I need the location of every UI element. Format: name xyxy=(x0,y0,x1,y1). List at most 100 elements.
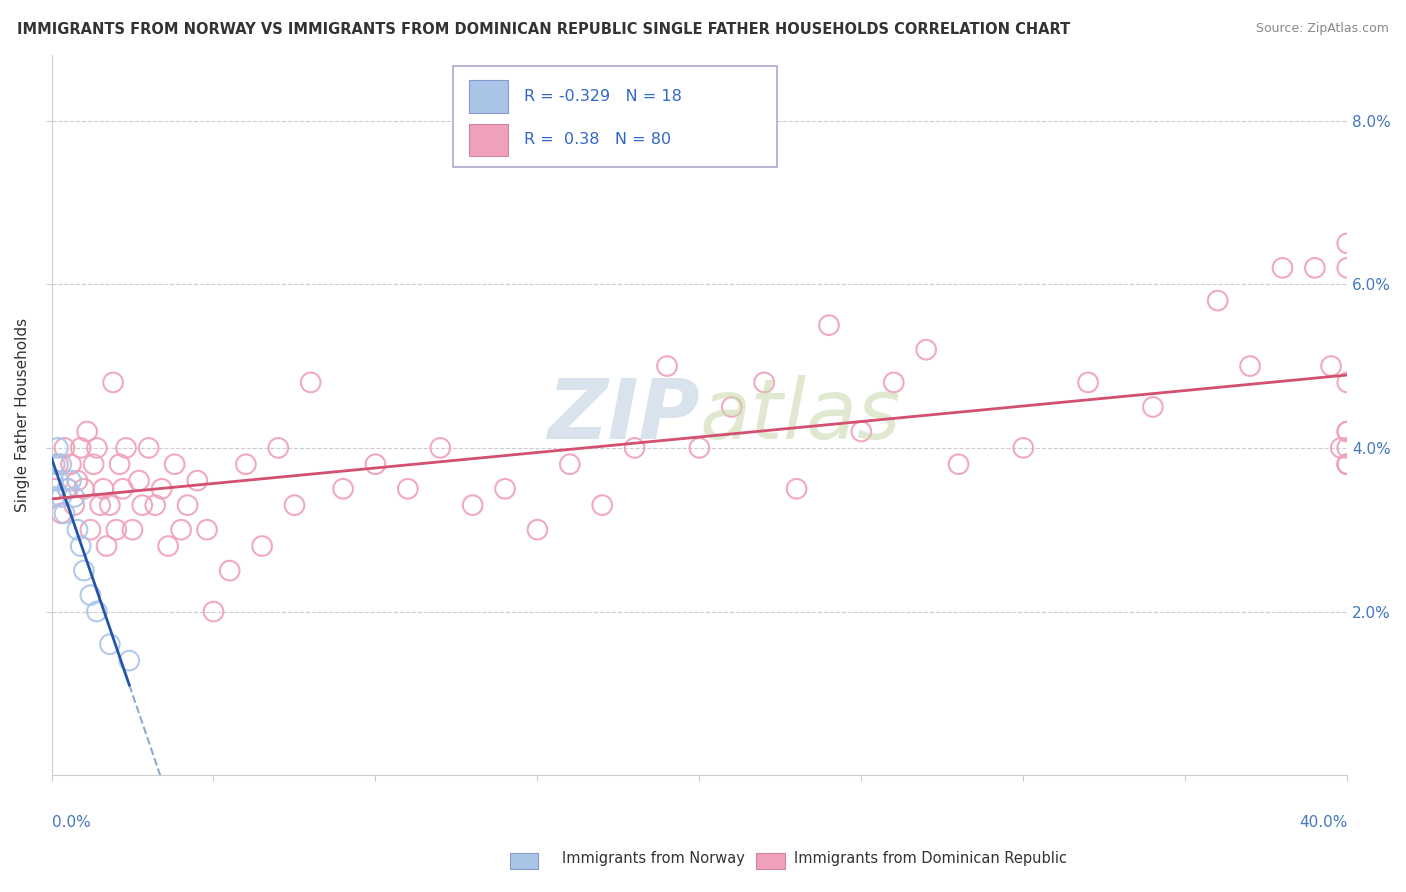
Text: ZIP: ZIP xyxy=(547,375,699,456)
Point xyxy=(364,457,387,471)
Point xyxy=(235,457,257,471)
Point xyxy=(1336,457,1358,471)
Point xyxy=(1336,457,1358,471)
Point xyxy=(186,474,208,488)
Point xyxy=(51,506,73,520)
Point xyxy=(218,564,240,578)
Point xyxy=(56,482,79,496)
Point xyxy=(332,482,354,496)
Text: R = -0.329   N = 18: R = -0.329 N = 18 xyxy=(524,88,682,103)
Point xyxy=(202,605,225,619)
Point xyxy=(396,482,419,496)
FancyBboxPatch shape xyxy=(468,124,508,156)
Point xyxy=(283,498,305,512)
Point xyxy=(66,523,89,537)
Point xyxy=(786,482,808,496)
Point xyxy=(51,490,73,504)
Point xyxy=(1320,359,1343,373)
Point xyxy=(1206,293,1229,308)
Point xyxy=(89,498,111,512)
Point xyxy=(299,376,322,390)
Point xyxy=(1303,260,1326,275)
Point xyxy=(150,482,173,496)
Point xyxy=(720,400,742,414)
Point xyxy=(429,441,451,455)
Point xyxy=(121,523,143,537)
Point xyxy=(66,474,89,488)
Point xyxy=(1012,441,1035,455)
Point xyxy=(1271,260,1294,275)
Text: Immigrants from Dominican Republic: Immigrants from Dominican Republic xyxy=(794,851,1067,865)
Point xyxy=(1336,425,1358,439)
Point xyxy=(115,441,138,455)
Point xyxy=(1336,425,1358,439)
Point xyxy=(63,498,86,512)
Point xyxy=(754,376,776,390)
Point xyxy=(93,482,115,496)
Point xyxy=(46,457,69,471)
Point xyxy=(69,441,91,455)
Point xyxy=(44,490,66,504)
Point xyxy=(267,441,290,455)
Point xyxy=(655,359,678,373)
Point xyxy=(688,441,710,455)
Point xyxy=(108,457,131,471)
Point xyxy=(163,457,186,471)
Point xyxy=(105,523,128,537)
Point xyxy=(250,539,273,553)
Y-axis label: Single Father Households: Single Father Households xyxy=(15,318,30,512)
Point xyxy=(138,441,160,455)
Point xyxy=(42,474,65,488)
Point xyxy=(59,474,82,488)
Point xyxy=(98,637,121,651)
Point xyxy=(73,564,96,578)
FancyBboxPatch shape xyxy=(453,66,778,167)
Point xyxy=(79,588,101,602)
Point xyxy=(73,482,96,496)
Text: 0.0%: 0.0% xyxy=(52,814,90,830)
Point xyxy=(1336,376,1358,390)
Point xyxy=(1077,376,1099,390)
Text: R =  0.38   N = 80: R = 0.38 N = 80 xyxy=(524,132,672,147)
Text: Immigrants from Norway: Immigrants from Norway xyxy=(562,851,745,865)
Point xyxy=(195,523,218,537)
Point xyxy=(1142,400,1164,414)
Text: 40.0%: 40.0% xyxy=(1299,814,1347,830)
Point xyxy=(1239,359,1261,373)
Point xyxy=(118,654,141,668)
Point xyxy=(948,457,970,471)
Point xyxy=(53,441,76,455)
Point xyxy=(76,425,98,439)
Point xyxy=(59,457,82,471)
FancyBboxPatch shape xyxy=(468,80,508,112)
Text: Source: ZipAtlas.com: Source: ZipAtlas.com xyxy=(1256,22,1389,36)
Point xyxy=(46,474,69,488)
Point xyxy=(44,482,66,496)
Point xyxy=(461,498,484,512)
Point xyxy=(1336,457,1358,471)
Point xyxy=(170,523,193,537)
Point xyxy=(526,523,548,537)
Point xyxy=(915,343,938,357)
Point xyxy=(111,482,134,496)
Point xyxy=(56,482,79,496)
Point xyxy=(83,457,105,471)
Point xyxy=(53,506,76,520)
Point xyxy=(591,498,613,512)
Point xyxy=(98,498,121,512)
Point xyxy=(86,605,108,619)
Point xyxy=(1336,260,1358,275)
Point xyxy=(44,457,66,471)
Point xyxy=(1336,236,1358,251)
Point xyxy=(96,539,118,553)
Point xyxy=(128,474,150,488)
Text: atlas: atlas xyxy=(699,375,901,456)
Point xyxy=(51,457,73,471)
Point xyxy=(1330,441,1353,455)
Point xyxy=(494,482,516,496)
Point xyxy=(69,539,91,553)
Point xyxy=(143,498,166,512)
Point xyxy=(86,441,108,455)
Bar xyxy=(756,853,785,869)
Point xyxy=(176,498,198,512)
